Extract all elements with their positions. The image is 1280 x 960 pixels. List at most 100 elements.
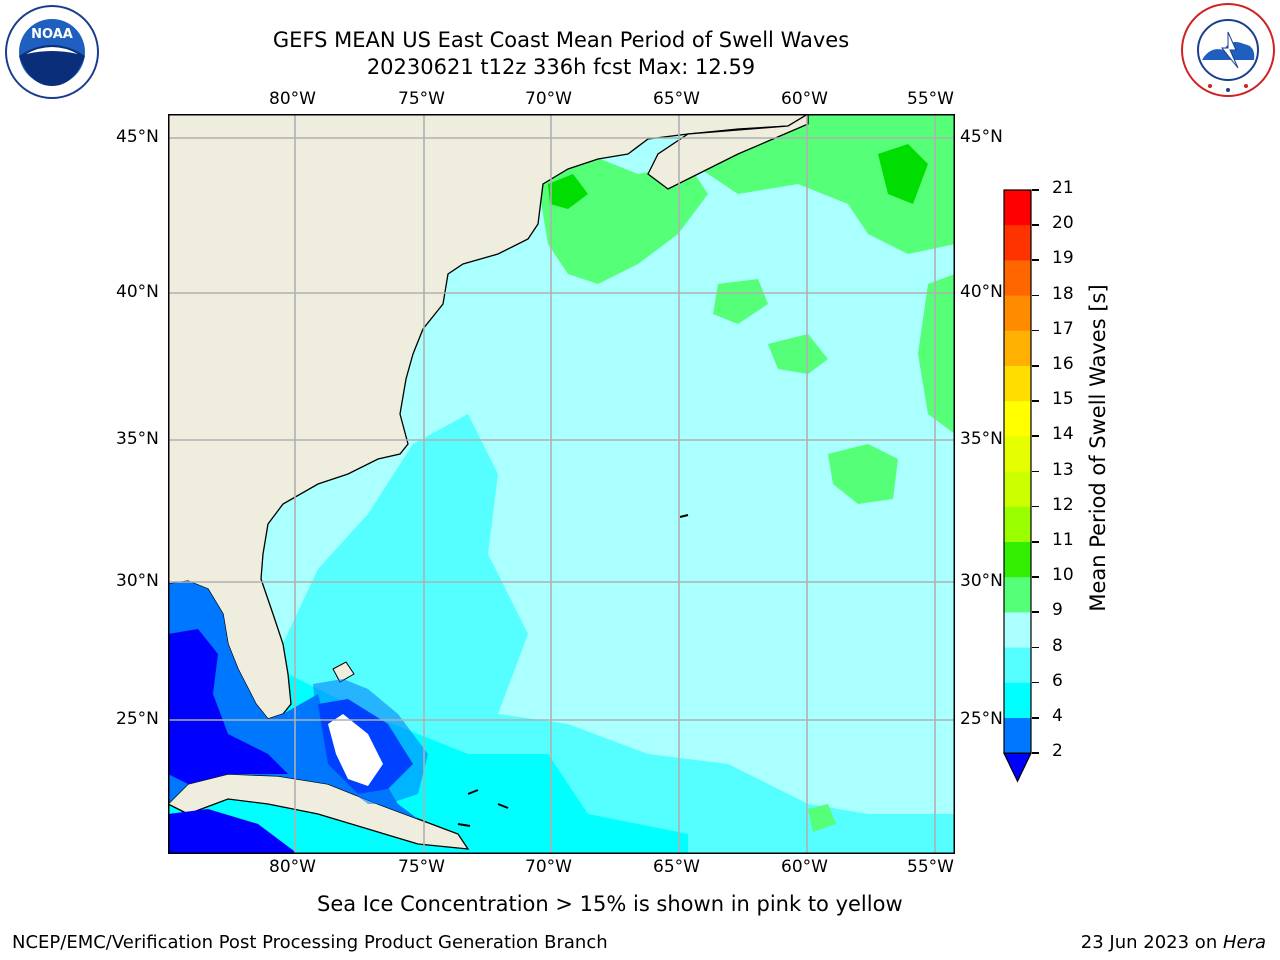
lat-label-left-35n: 35°N	[116, 429, 159, 449]
colorbar-tick-label: 6	[1052, 670, 1063, 691]
colorbar	[1003, 189, 1032, 783]
colorbar-tick-label: 17	[1052, 318, 1074, 339]
colorbar-tick-label: 4	[1052, 706, 1063, 726]
lon-label-bottom-60w: 60°W	[781, 857, 828, 877]
colorbar-tick-label: 8	[1052, 635, 1063, 656]
lat-label-left-40n: 40°N	[116, 282, 159, 302]
sea-ice-note: Sea Ice Concentration > 15% is shown in …	[317, 892, 903, 916]
lon-label-top-75w: 75°W	[398, 89, 445, 109]
colorbar-block-14-13	[1004, 436, 1031, 473]
colorbar-tick-label: 10	[1052, 565, 1074, 586]
noaa-logo: NOAA	[4, 4, 100, 100]
colorbar-tick-mark	[1032, 541, 1039, 543]
colorbar-tick-mark	[1032, 259, 1039, 261]
colorbar-tick-label: 12	[1052, 494, 1074, 515]
colorbar-block-13-12	[1004, 471, 1031, 508]
lon-label-top-55w: 55°W	[907, 89, 954, 109]
colorbar-block-21-20	[1004, 190, 1031, 226]
colorbar-block-20-19	[1004, 225, 1031, 261]
colorbar-tick-mark	[1032, 646, 1039, 649]
lat-label-right-30n: 30°N	[960, 571, 1003, 591]
lat-label-right-35n: 35°N	[960, 429, 1003, 449]
footer-date: 23 Jun 2023 on Hera	[1081, 932, 1266, 954]
colorbar-tick-label: 16	[1052, 354, 1074, 374]
lon-label-bottom-55w: 55°W	[907, 857, 954, 877]
colorbar-tick-mark	[1032, 717, 1039, 719]
lon-label-bottom-80w: 80°W	[269, 857, 316, 877]
colorbar-label: Mean Period of Swell Waves [s]	[1086, 284, 1110, 612]
bermuda-island	[679, 514, 689, 518]
nws-logo	[1180, 2, 1276, 98]
colorbar-block-16-15	[1004, 366, 1031, 402]
swell-band-9-10-patch-a	[768, 334, 828, 374]
colorbar-tick-mark	[1032, 505, 1039, 508]
lat-label-left-45n: 45°N	[116, 127, 159, 147]
lon-label-bottom-70w: 70°W	[525, 857, 572, 877]
colorbar-extend-arrow	[1003, 752, 1032, 783]
colorbar-tick-mark	[1032, 189, 1039, 191]
footer-branch: NCEP/EMC/Verification Post Processing Pr…	[12, 932, 608, 953]
colorbar-block-8-6	[1004, 647, 1031, 684]
colorbar-block-17-16	[1004, 330, 1031, 367]
nova-scotia-land	[647, 114, 809, 190]
chart-title: GEFS MEAN US East Coast Mean Period of S…	[272, 28, 850, 52]
lon-label-top-65w: 65°W	[653, 89, 700, 109]
swell-band-lt-2-south	[168, 809, 298, 854]
colorbar-tick-mark	[1032, 576, 1039, 578]
bahamas-island-a	[332, 661, 355, 683]
swell-band-9-10-east	[918, 274, 955, 434]
colorbar-tick-mark	[1032, 365, 1039, 367]
white-shallow-banks	[328, 714, 383, 786]
colorbar-block-6-4	[1004, 682, 1031, 719]
lat-label-left-25n: 25°N	[116, 709, 159, 729]
colorbar-tick-label: 19	[1052, 248, 1074, 269]
map-graticule	[168, 114, 955, 854]
lon-label-top-80w: 80°W	[269, 89, 316, 109]
footer-date-text: 23 Jun 2023 on	[1080, 932, 1223, 953]
colorbar-tick-mark	[1032, 611, 1039, 613]
colorbar-tick-label: 14	[1052, 424, 1074, 445]
swell-band-10-11-maine	[548, 174, 588, 209]
chart-subtitle: 20230621 t12z 336h fcst Max: 12.59	[366, 55, 756, 79]
swell-band-lt-2-gulf	[168, 629, 288, 784]
colorbar-block-11-10	[1004, 542, 1031, 578]
colorbar-tick-label: 2	[1052, 741, 1063, 762]
colorbar-tick-label: 18	[1052, 283, 1074, 304]
swell-band-9-10-patch-c	[713, 279, 768, 324]
lat-label-right-45n: 45°N	[960, 127, 1003, 147]
colorbar-tick-label: 20	[1052, 213, 1074, 234]
colorbar-tick-mark	[1032, 400, 1039, 402]
colorbar-block-4-2	[1004, 718, 1031, 754]
colorbar-tick-mark	[1032, 681, 1039, 684]
colorbar-tick-label: 13	[1052, 459, 1074, 480]
caribbean-island-b	[497, 803, 509, 809]
colorbar-tick-label: 11	[1052, 530, 1074, 550]
lon-label-bottom-65w: 65°W	[653, 857, 700, 877]
colorbar-block-18-17	[1004, 295, 1031, 332]
colorbar-tick-label: 9	[1052, 600, 1063, 621]
colorbar-block-12-11	[1004, 506, 1031, 543]
footer-machine: Hera	[1222, 932, 1266, 953]
colorbar-block-15-14	[1004, 401, 1031, 437]
colorbar-frame	[1003, 189, 1032, 754]
lon-label-top-70w: 70°W	[525, 89, 572, 109]
caribbean-island-a	[467, 789, 479, 795]
swell-band-9-10-patch-d	[808, 804, 836, 832]
swell-band-9-10-patch-b	[828, 444, 898, 504]
svg-text:NOAA: NOAA	[31, 27, 73, 42]
colorbar-tick-label: 15	[1052, 389, 1074, 410]
colorbar-block-9-8	[1004, 612, 1031, 649]
colorbar-tick-mark	[1032, 329, 1039, 332]
colorbar-tick-mark	[1032, 435, 1039, 437]
colorbar-tick-mark	[1032, 294, 1039, 297]
swell-band-10-11-east	[878, 144, 928, 204]
colorbar-block-19-18	[1004, 260, 1031, 297]
colorbar-tick-mark	[1032, 752, 1039, 754]
colorbar-block-10-9	[1004, 577, 1031, 613]
lon-label-bottom-75w: 75°W	[398, 857, 445, 877]
colorbar-tick-mark	[1032, 224, 1039, 226]
lat-label-right-25n: 25°N	[960, 709, 1003, 729]
colorbar-tick-label: 21	[1052, 178, 1074, 198]
swell-period-map	[168, 114, 955, 854]
colorbar-svg	[1003, 189, 1032, 783]
